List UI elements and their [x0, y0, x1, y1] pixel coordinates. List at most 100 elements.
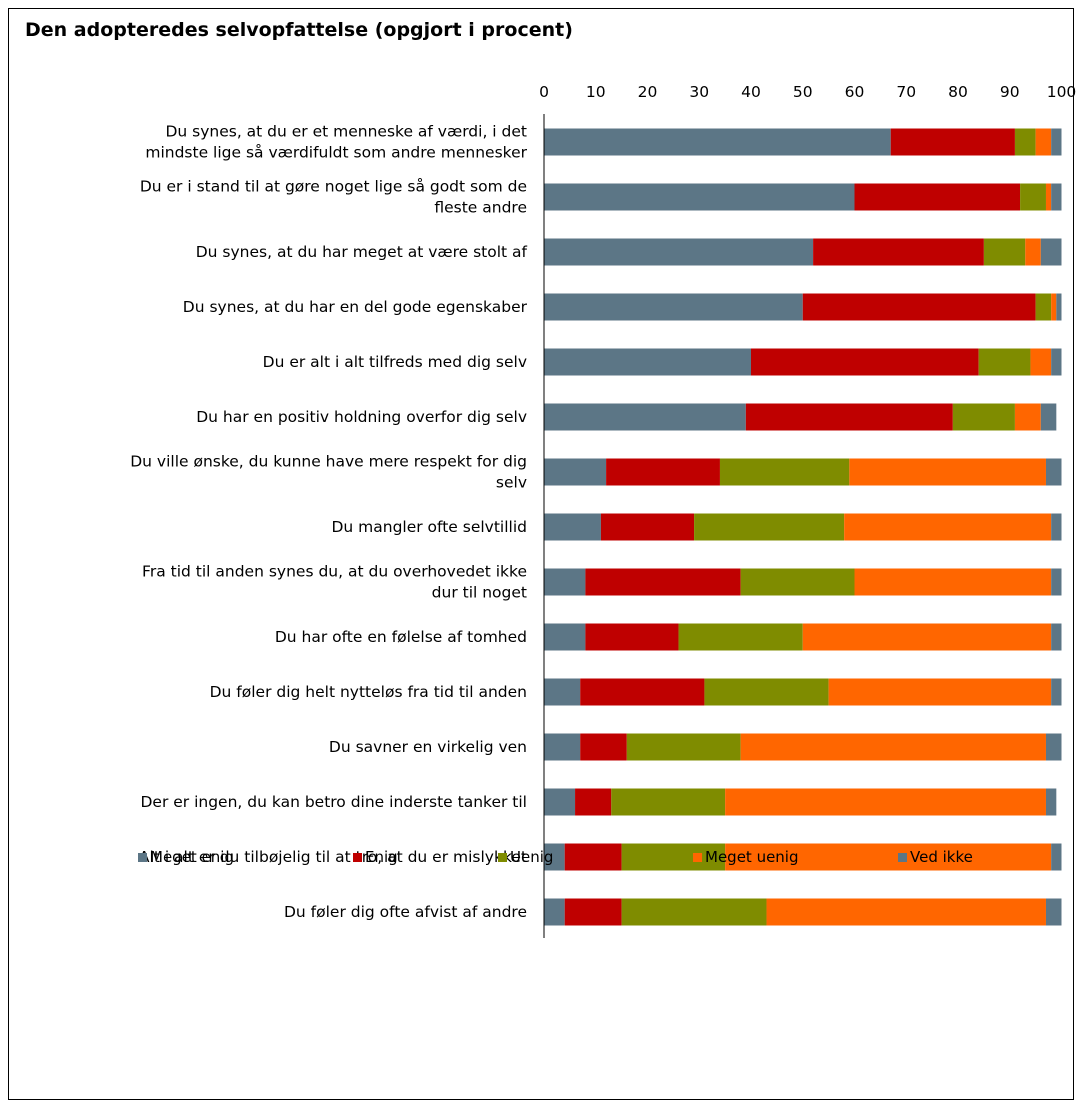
- bar-segment: [854, 183, 1021, 211]
- bar-segment: [1051, 568, 1062, 596]
- x-tick-label: 0: [539, 83, 549, 101]
- bar-segment: [1020, 183, 1046, 211]
- x-tick-label: 40: [741, 83, 761, 101]
- legend-label: Ved ikke: [910, 848, 973, 866]
- legend: Meget enig Enig Uenig Meget uenig Ved ikke: [138, 848, 1038, 870]
- bar-segment: [725, 788, 1046, 816]
- bar-segment: [719, 458, 850, 486]
- bar-segment: [1035, 128, 1052, 156]
- bar-segment: [544, 403, 746, 431]
- bar-segment: [725, 843, 1052, 871]
- bar-segment: [585, 568, 741, 596]
- bar-segment: [952, 403, 1015, 431]
- bar-segment: [544, 678, 581, 706]
- bar-segment: [544, 293, 803, 321]
- legend-label: Meget uenig: [705, 848, 799, 866]
- legend-label: Uenig: [510, 848, 554, 866]
- bar-segment: [600, 513, 695, 541]
- legend-item: Meget enig: [138, 848, 234, 866]
- bar-segment: [621, 898, 767, 926]
- bar-segment: [544, 513, 601, 541]
- bar-segment: [745, 403, 953, 431]
- bar-segment: [740, 568, 855, 596]
- category-label: Du synes, at du har meget at være stolt …: [196, 243, 528, 261]
- x-tick-label: 90: [1000, 83, 1020, 101]
- category-label: mindste lige så værdifuldt som andre men…: [145, 144, 527, 162]
- bar-segment: [1035, 293, 1052, 321]
- bar-segment: [1040, 403, 1057, 431]
- category-label: Du synes, at du har en del gode egenskab…: [183, 298, 528, 316]
- chart-title: Den adopteredes selvopfattelse (opgjort …: [25, 19, 573, 41]
- bar-segment: [564, 898, 622, 926]
- x-tick-label: 20: [638, 83, 658, 101]
- legend-swatch: [498, 852, 507, 862]
- bar-segment: [1056, 293, 1062, 321]
- bar-segment: [890, 128, 1015, 156]
- bar-segment: [544, 183, 855, 211]
- bar-segment: [1045, 898, 1062, 926]
- x-tick-label: 30: [689, 83, 709, 101]
- bar-segment: [1045, 458, 1062, 486]
- x-tick-label: 100: [1047, 83, 1077, 101]
- bar-segment: [1045, 183, 1052, 211]
- bar-segment: [544, 568, 586, 596]
- legend-item: Ved ikke: [898, 848, 973, 866]
- bar-segment: [544, 238, 814, 266]
- bar-segment: [828, 678, 1052, 706]
- legend-swatch: [898, 852, 907, 862]
- category-label: Du savner en virkelig ven: [329, 738, 527, 756]
- legend-label: Enig: [365, 848, 398, 866]
- bar-segment: [678, 623, 803, 651]
- category-label: Du føler dig ofte afvist af andre: [284, 903, 527, 921]
- bar-segment: [849, 458, 1046, 486]
- bar-segment: [621, 843, 726, 871]
- legend-label: Meget enig: [150, 848, 234, 866]
- bar-segment: [844, 513, 1052, 541]
- legend-item: Enig: [353, 848, 398, 866]
- bar-segment: [1045, 733, 1062, 761]
- bar-segment: [626, 733, 741, 761]
- x-tick-label: 50: [793, 83, 813, 101]
- category-label: Der er ingen, du kan betro dine inderste…: [140, 793, 527, 811]
- category-label: Du ville ønske, du kunne have mere respe…: [130, 453, 527, 471]
- legend-item: Meget uenig: [693, 848, 799, 866]
- bar-segment: [611, 788, 726, 816]
- bar-segment: [580, 733, 627, 761]
- bar-segment: [1051, 183, 1062, 211]
- category-label: dur til noget: [432, 584, 527, 602]
- bar-segment: [544, 788, 576, 816]
- bar-segment: [544, 348, 751, 376]
- bar-segment: [854, 568, 1052, 596]
- category-label: Du mangler ofte selvtillid: [331, 518, 527, 536]
- bar-segment: [1051, 293, 1057, 321]
- bar-segment: [544, 843, 565, 871]
- bar-segment: [802, 293, 1036, 321]
- category-label: Du har en positiv holdning overfor dig s…: [196, 408, 527, 426]
- legend-swatch: [693, 852, 702, 862]
- bar-segment: [606, 458, 720, 486]
- bar-segment: [1030, 348, 1052, 376]
- bar-segment: [564, 843, 622, 871]
- x-tick-label: 70: [896, 83, 916, 101]
- category-label: Fra tid til anden synes du, at du overho…: [142, 563, 527, 581]
- bar-segment: [1025, 238, 1041, 266]
- x-axis-ticks: 0 10 20 30 40 50 60 70 80 90 100: [539, 83, 1076, 101]
- legend-item: Uenig: [498, 848, 553, 866]
- bar-segment: [802, 623, 1052, 651]
- x-tick-label: 10: [586, 83, 606, 101]
- x-tick-label: 60: [845, 83, 865, 101]
- bar-segment: [766, 898, 1046, 926]
- bar-segment: [1051, 843, 1062, 871]
- legend-swatch: [138, 852, 147, 862]
- bar-segment: [1045, 788, 1057, 816]
- bar-segment: [544, 898, 565, 926]
- category-label: Alt i alt er du tilbøjelig til at tro, a…: [139, 848, 527, 866]
- bar-segment: [740, 733, 1046, 761]
- bar-segment: [544, 128, 891, 156]
- bar-segment: [580, 678, 705, 706]
- bar-segment: [544, 623, 586, 651]
- bar-segment: [694, 513, 845, 541]
- bar-segment: [1051, 128, 1062, 156]
- category-label: Du synes, at du er et menneske af værdi,…: [165, 123, 527, 141]
- bar-segment: [544, 733, 581, 761]
